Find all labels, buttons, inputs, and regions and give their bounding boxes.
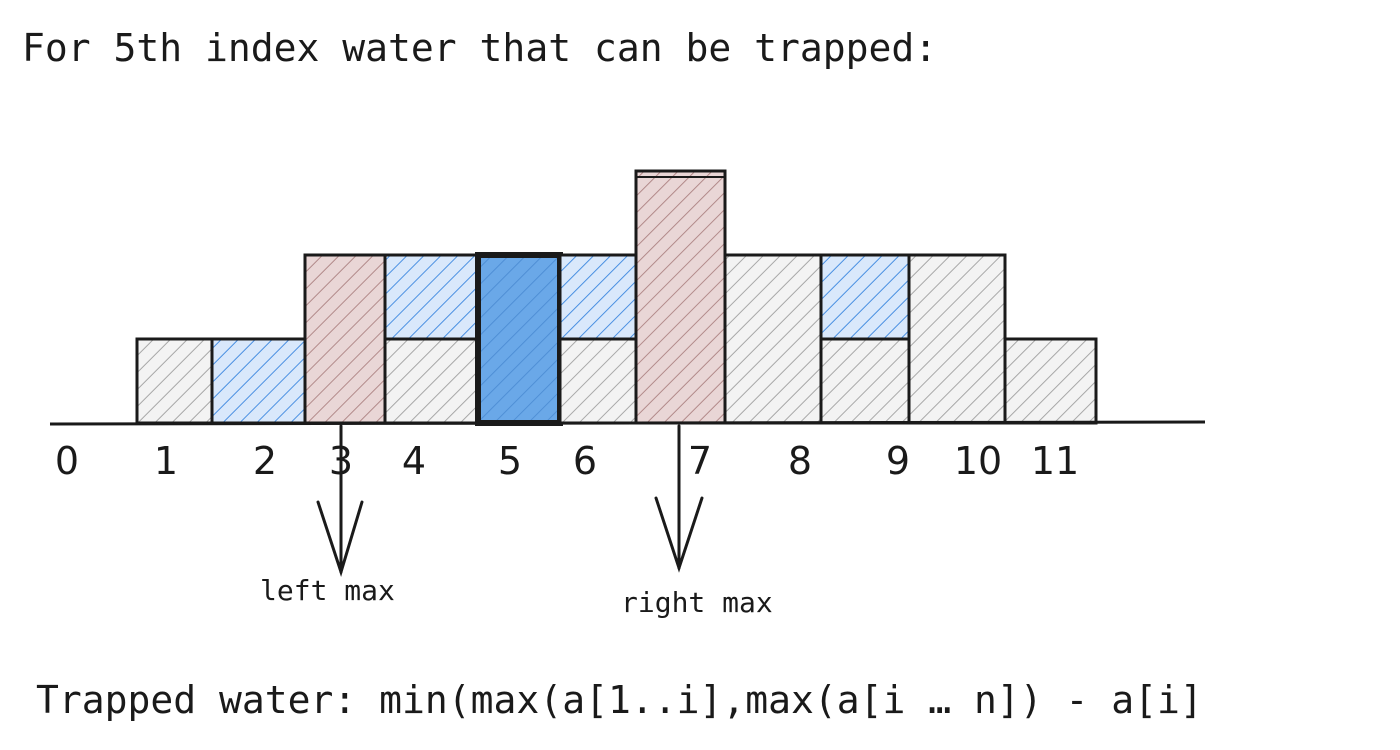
bar-1 <box>135 337 214 425</box>
bar-3 <box>303 253 387 425</box>
index-label-0: 0 <box>55 439 79 483</box>
right-max-label: right max <box>621 586 773 619</box>
bar-4 <box>383 337 480 425</box>
index-label-6: 6 <box>573 439 597 483</box>
bar-10 <box>907 253 1007 425</box>
index-label-11: 11 <box>1031 439 1079 483</box>
water-cell-5 <box>475 252 563 426</box>
bar-8 <box>723 253 823 425</box>
index-label-1: 1 <box>154 439 178 483</box>
water-cell-4 <box>383 253 480 341</box>
left-max-arrow <box>316 424 364 578</box>
index-label-8: 8 <box>788 439 812 483</box>
right-max-arrow <box>654 424 704 573</box>
index-label-7: 7 <box>688 439 712 483</box>
index-labels: 0 1 2 3 4 5 6 7 8 9 10 11 <box>55 439 1079 483</box>
left-max-label: left max <box>260 574 395 607</box>
page-title: For 5th index water that can be trapped: <box>22 26 938 70</box>
bar-9 <box>819 337 911 425</box>
index-label-5: 5 <box>498 439 522 483</box>
index-label-10: 10 <box>954 439 1002 483</box>
bar-11 <box>1003 337 1098 425</box>
bar-7 <box>634 169 727 425</box>
water-cell-9 <box>819 253 911 341</box>
bars-layer <box>135 169 1098 426</box>
index-label-2: 2 <box>253 439 277 483</box>
water-cell-2 <box>210 337 307 425</box>
x-axis-baseline <box>49 420 1206 426</box>
bar-6 <box>558 337 638 425</box>
water-cell-6 <box>558 253 638 341</box>
index-label-9: 9 <box>886 439 910 483</box>
index-label-4: 4 <box>402 439 426 483</box>
trapped-water-formula: Trapped water: min(max(a[1..i],max(a[i …… <box>36 678 1203 722</box>
